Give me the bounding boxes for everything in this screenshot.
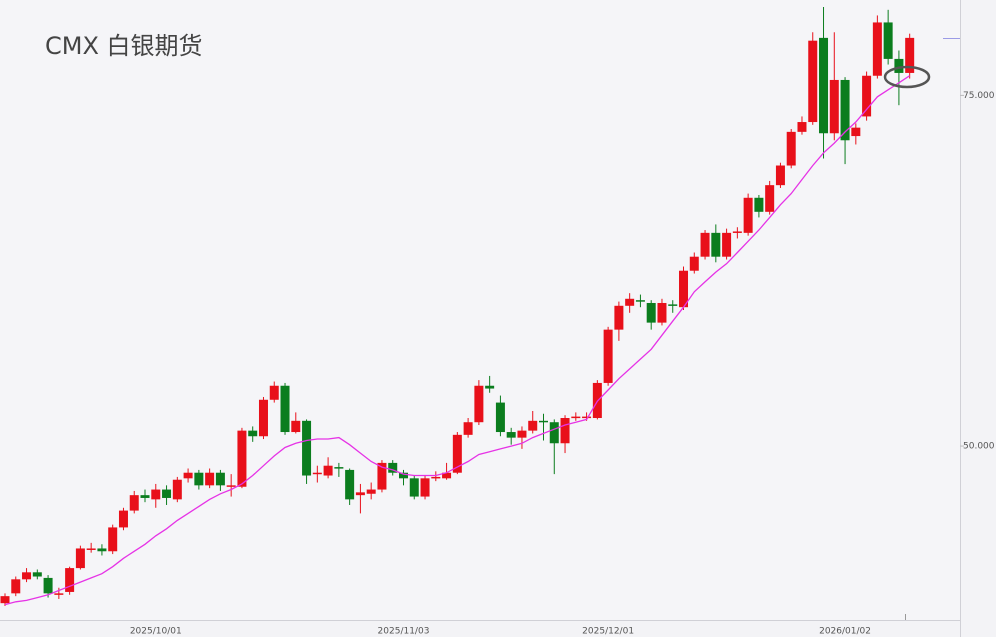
- candle-body: [323, 465, 333, 476]
- x-tick-label: 2026/01/02: [819, 627, 871, 637]
- candle-body: [689, 256, 699, 271]
- candle-body: [463, 422, 473, 435]
- candle-body: [97, 548, 107, 552]
- candle-body: [355, 492, 365, 496]
- candle-body: [388, 462, 398, 473]
- candle-body: [862, 75, 872, 117]
- candle-body: [603, 329, 613, 383]
- candle-body: [108, 527, 118, 552]
- candle-body: [280, 385, 290, 433]
- candle-body: [829, 79, 839, 134]
- candle-body: [614, 305, 624, 330]
- candle-body: [183, 472, 193, 479]
- candle-body: [118, 510, 128, 528]
- candle-body: [334, 467, 344, 469]
- candle-body: [549, 422, 559, 444]
- candle-body: [894, 58, 904, 73]
- y-tick-label: 75.000: [963, 91, 995, 101]
- candle-body: [11, 579, 21, 594]
- candle-body: [237, 430, 247, 487]
- candle-body: [75, 548, 85, 569]
- candle-body: [215, 472, 225, 486]
- candle-body: [32, 572, 42, 577]
- candle-body: [194, 472, 204, 486]
- x-tick-label: 2025/11/03: [378, 627, 430, 637]
- candle-body: [635, 300, 645, 302]
- candle-body: [851, 127, 861, 137]
- marks: [0, 7, 915, 606]
- candle-body: [722, 232, 732, 257]
- candle-body: [517, 430, 527, 438]
- candle-body: [786, 131, 796, 166]
- candle-body: [172, 479, 182, 500]
- candle-body: [625, 298, 635, 306]
- candle-body: [582, 416, 592, 419]
- x-tick-label: 2025/10/01: [130, 627, 182, 637]
- x-tick-label: 2025/12/01: [582, 627, 634, 637]
- candle-body: [528, 420, 538, 431]
- candle-body: [679, 270, 689, 308]
- candle-body: [797, 122, 807, 132]
- candle-body: [539, 420, 548, 423]
- chart-title: CMX 白银期货: [45, 32, 203, 60]
- candle-body: [345, 469, 355, 500]
- candle-body: [86, 548, 96, 550]
- candle-body: [485, 385, 495, 389]
- y-tick-label: 50.000: [963, 442, 995, 452]
- candle-body: [54, 593, 64, 595]
- candle-body: [775, 165, 785, 186]
- candle-body: [754, 197, 764, 212]
- candle-body: [872, 22, 882, 76]
- candle-body: [495, 402, 505, 433]
- candle-body: [431, 476, 441, 479]
- candle-body: [226, 485, 236, 487]
- candle-body: [291, 420, 301, 433]
- candle-body: [65, 568, 75, 592]
- candle-body: [646, 302, 656, 323]
- candle-body: [560, 418, 570, 444]
- candle-body: [657, 302, 667, 323]
- candle-body: [129, 495, 139, 511]
- candle-body: [140, 495, 150, 498]
- candle-body: [743, 197, 753, 233]
- candle-body: [420, 478, 430, 497]
- candle-body: [248, 430, 258, 437]
- candle-body: [151, 489, 161, 500]
- candle-body: [0, 596, 10, 604]
- candle-body: [840, 79, 850, 141]
- candle-body: [377, 462, 387, 490]
- candle-body: [506, 432, 516, 438]
- candle-body: [442, 472, 452, 479]
- candle-body: [732, 231, 742, 233]
- moving-average-line: [4, 75, 911, 606]
- plot-area: [0, 0, 960, 620]
- candle-body: [22, 572, 32, 580]
- candle-body: [398, 472, 408, 479]
- candle-body: [668, 304, 678, 306]
- candle-body: [474, 385, 484, 423]
- highlight-circle: [883, 65, 931, 89]
- candle-body: [366, 489, 376, 494]
- candle-body: [312, 472, 322, 475]
- candle-body: [883, 22, 893, 59]
- candle-body: [269, 385, 279, 400]
- candle-body: [700, 232, 710, 257]
- candle-body: [162, 489, 172, 498]
- candle-body: [571, 416, 581, 419]
- candle-body: [765, 185, 775, 212]
- candle-body: [905, 37, 915, 73]
- candle-body: [409, 478, 419, 497]
- candle-body: [205, 472, 215, 486]
- candle-body: [808, 40, 818, 123]
- candle-body: [452, 434, 462, 473]
- candle-body: [302, 420, 312, 476]
- candle-body: [43, 577, 53, 594]
- candle-body: [819, 37, 829, 134]
- candle-body: [711, 232, 721, 257]
- candle-body: [258, 399, 268, 437]
